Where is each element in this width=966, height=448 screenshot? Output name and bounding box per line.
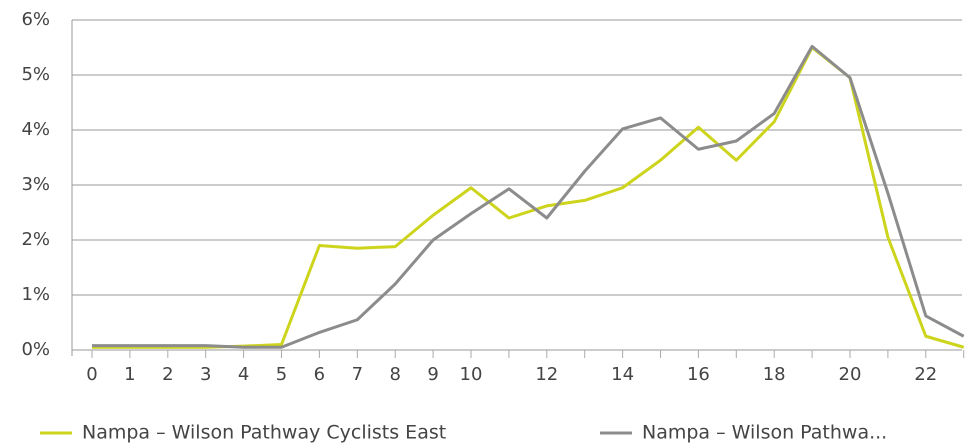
legend-label: Nampa – Wilson Pathway Cyclists East: [82, 422, 446, 444]
x-tick-label: 22: [914, 364, 937, 385]
x-tick-label: 9: [427, 364, 438, 385]
y-tick-label: 3%: [21, 174, 50, 195]
x-tick-label: 4: [238, 364, 249, 385]
y-tick-label: 1%: [21, 284, 50, 305]
y-tick-label: 5%: [21, 64, 50, 85]
x-tick-label: 1: [124, 364, 135, 385]
x-tick-label: 14: [611, 364, 634, 385]
x-tick-label: 20: [839, 364, 862, 385]
series-line: [92, 44, 965, 349]
legend-label: Nampa – Wilson Pathwa...: [642, 422, 887, 444]
x-tick-label: 5: [276, 364, 287, 385]
y-tick-label: 4%: [21, 119, 50, 140]
y-tick-label: 2%: [21, 229, 50, 250]
x-tick-label: 0: [86, 364, 97, 385]
x-tick-label: 2: [162, 364, 173, 385]
series-line: [92, 46, 965, 349]
x-tick-label: 7: [352, 364, 363, 385]
x-tick-label: 10: [460, 364, 483, 385]
x-tick-label: 12: [535, 364, 558, 385]
x-tick-label: 16: [687, 364, 710, 385]
x-tick-label: 3: [200, 364, 211, 385]
x-tick-label: 18: [763, 364, 786, 385]
x-tick-label: 8: [389, 364, 400, 385]
y-tick-label: 6%: [21, 9, 50, 30]
x-tick-label: 6: [314, 364, 325, 385]
y-tick-label: 0%: [21, 339, 50, 360]
